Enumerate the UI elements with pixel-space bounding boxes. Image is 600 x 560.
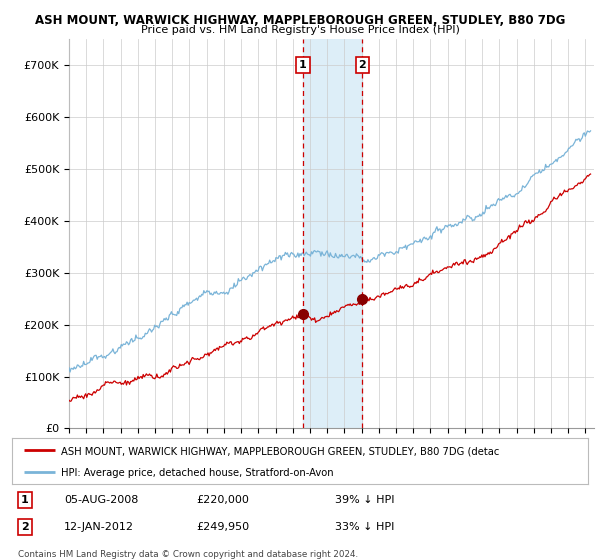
Text: 05-AUG-2008: 05-AUG-2008 xyxy=(64,495,138,505)
Text: ASH MOUNT, WARWICK HIGHWAY, MAPPLEBOROUGH GREEN, STUDLEY, B80 7DG: ASH MOUNT, WARWICK HIGHWAY, MAPPLEBOROUG… xyxy=(35,14,565,27)
Text: 2: 2 xyxy=(358,60,366,70)
Text: 12-JAN-2012: 12-JAN-2012 xyxy=(64,522,134,532)
Text: Price paid vs. HM Land Registry's House Price Index (HPI): Price paid vs. HM Land Registry's House … xyxy=(140,25,460,35)
Text: £220,000: £220,000 xyxy=(196,495,249,505)
Text: HPI: Average price, detached house, Stratford-on-Avon: HPI: Average price, detached house, Stra… xyxy=(61,468,334,478)
Text: 2: 2 xyxy=(20,522,28,532)
Text: 1: 1 xyxy=(299,60,307,70)
Text: ASH MOUNT, WARWICK HIGHWAY, MAPPLEBOROUGH GREEN, STUDLEY, B80 7DG (detac: ASH MOUNT, WARWICK HIGHWAY, MAPPLEBOROUG… xyxy=(61,446,499,456)
Text: 39% ↓ HPI: 39% ↓ HPI xyxy=(335,495,394,505)
Bar xyxy=(303,39,362,428)
Text: Contains HM Land Registry data © Crown copyright and database right 2024.
This d: Contains HM Land Registry data © Crown c… xyxy=(18,550,358,560)
Text: £249,950: £249,950 xyxy=(196,522,250,532)
Text: 1: 1 xyxy=(20,495,28,505)
Text: 33% ↓ HPI: 33% ↓ HPI xyxy=(335,522,394,532)
